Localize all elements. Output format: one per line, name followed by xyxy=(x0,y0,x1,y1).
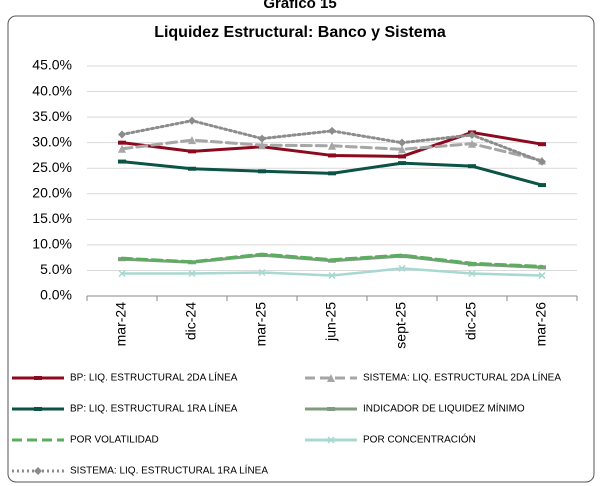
series-line xyxy=(120,252,544,268)
marker xyxy=(327,436,335,444)
marker xyxy=(398,145,406,154)
y-tick-label: 25.0% xyxy=(32,159,72,175)
y-tick-label: 10.0% xyxy=(32,236,72,252)
x-tick-label: mar-24 xyxy=(113,302,129,347)
marker xyxy=(468,139,476,148)
y-tick-label: 20.0% xyxy=(32,184,72,200)
y-tick-label: 35.0% xyxy=(32,108,72,124)
marker xyxy=(118,130,126,139)
marker xyxy=(188,269,196,278)
marker xyxy=(327,374,335,382)
marker xyxy=(538,157,546,166)
legend-label: INDICADOR DE LIQUIDEZ MÍNIMO xyxy=(363,402,525,415)
chart-frame xyxy=(7,15,595,483)
x-tick-label: mar-26 xyxy=(533,302,549,347)
x-tick-label: dic-25 xyxy=(463,302,479,340)
y-tick-label: 0.0% xyxy=(40,287,72,303)
marker xyxy=(398,138,406,147)
x-tick-label: jun-25 xyxy=(323,302,339,342)
marker xyxy=(328,141,336,150)
y-tick-label: 45.0% xyxy=(32,57,72,73)
legend-label: POR VOLATILIDAD xyxy=(70,435,159,446)
x-tick-label: mar-25 xyxy=(253,302,269,347)
y-tick-label: 5.0% xyxy=(40,261,72,277)
marker xyxy=(328,272,336,280)
marker xyxy=(34,467,42,475)
marker xyxy=(468,269,476,278)
chart-header: Gráfico 15 xyxy=(263,0,336,12)
marker xyxy=(188,116,196,125)
marker xyxy=(188,136,196,145)
marker xyxy=(328,126,336,135)
x-tick-label: dic-24 xyxy=(183,302,199,340)
y-tick-label: 30.0% xyxy=(32,133,72,149)
marker xyxy=(398,264,406,272)
marker xyxy=(538,272,546,280)
chart-title: Liquidez Estructural: Banco y Sistema xyxy=(154,24,446,41)
x-tick-label: sept-25 xyxy=(393,302,409,349)
legend-label: SISTEMA: LIQ. ESTRUCTURAL 2DA LÍNEA xyxy=(363,371,561,384)
marker xyxy=(258,141,266,150)
marker xyxy=(118,144,126,153)
marker xyxy=(468,131,476,139)
legend-label: SISTEMA: LIQ. ESTRUCTURAL 1RA LÍNEA xyxy=(70,464,268,477)
y-tick-label: 40.0% xyxy=(32,82,72,98)
legend-label: POR CONCENTRACIÓN xyxy=(363,433,476,446)
legend-label: BP: LIQ. ESTRUCTURAL 1RA LÍNEA xyxy=(70,402,238,415)
y-tick-label: 15.0% xyxy=(32,210,72,226)
marker xyxy=(258,268,266,277)
legend-label: BP: LIQ. ESTRUCTURAL 2DA LÍNEA xyxy=(70,371,238,384)
marker xyxy=(258,134,266,143)
marker xyxy=(118,269,126,278)
